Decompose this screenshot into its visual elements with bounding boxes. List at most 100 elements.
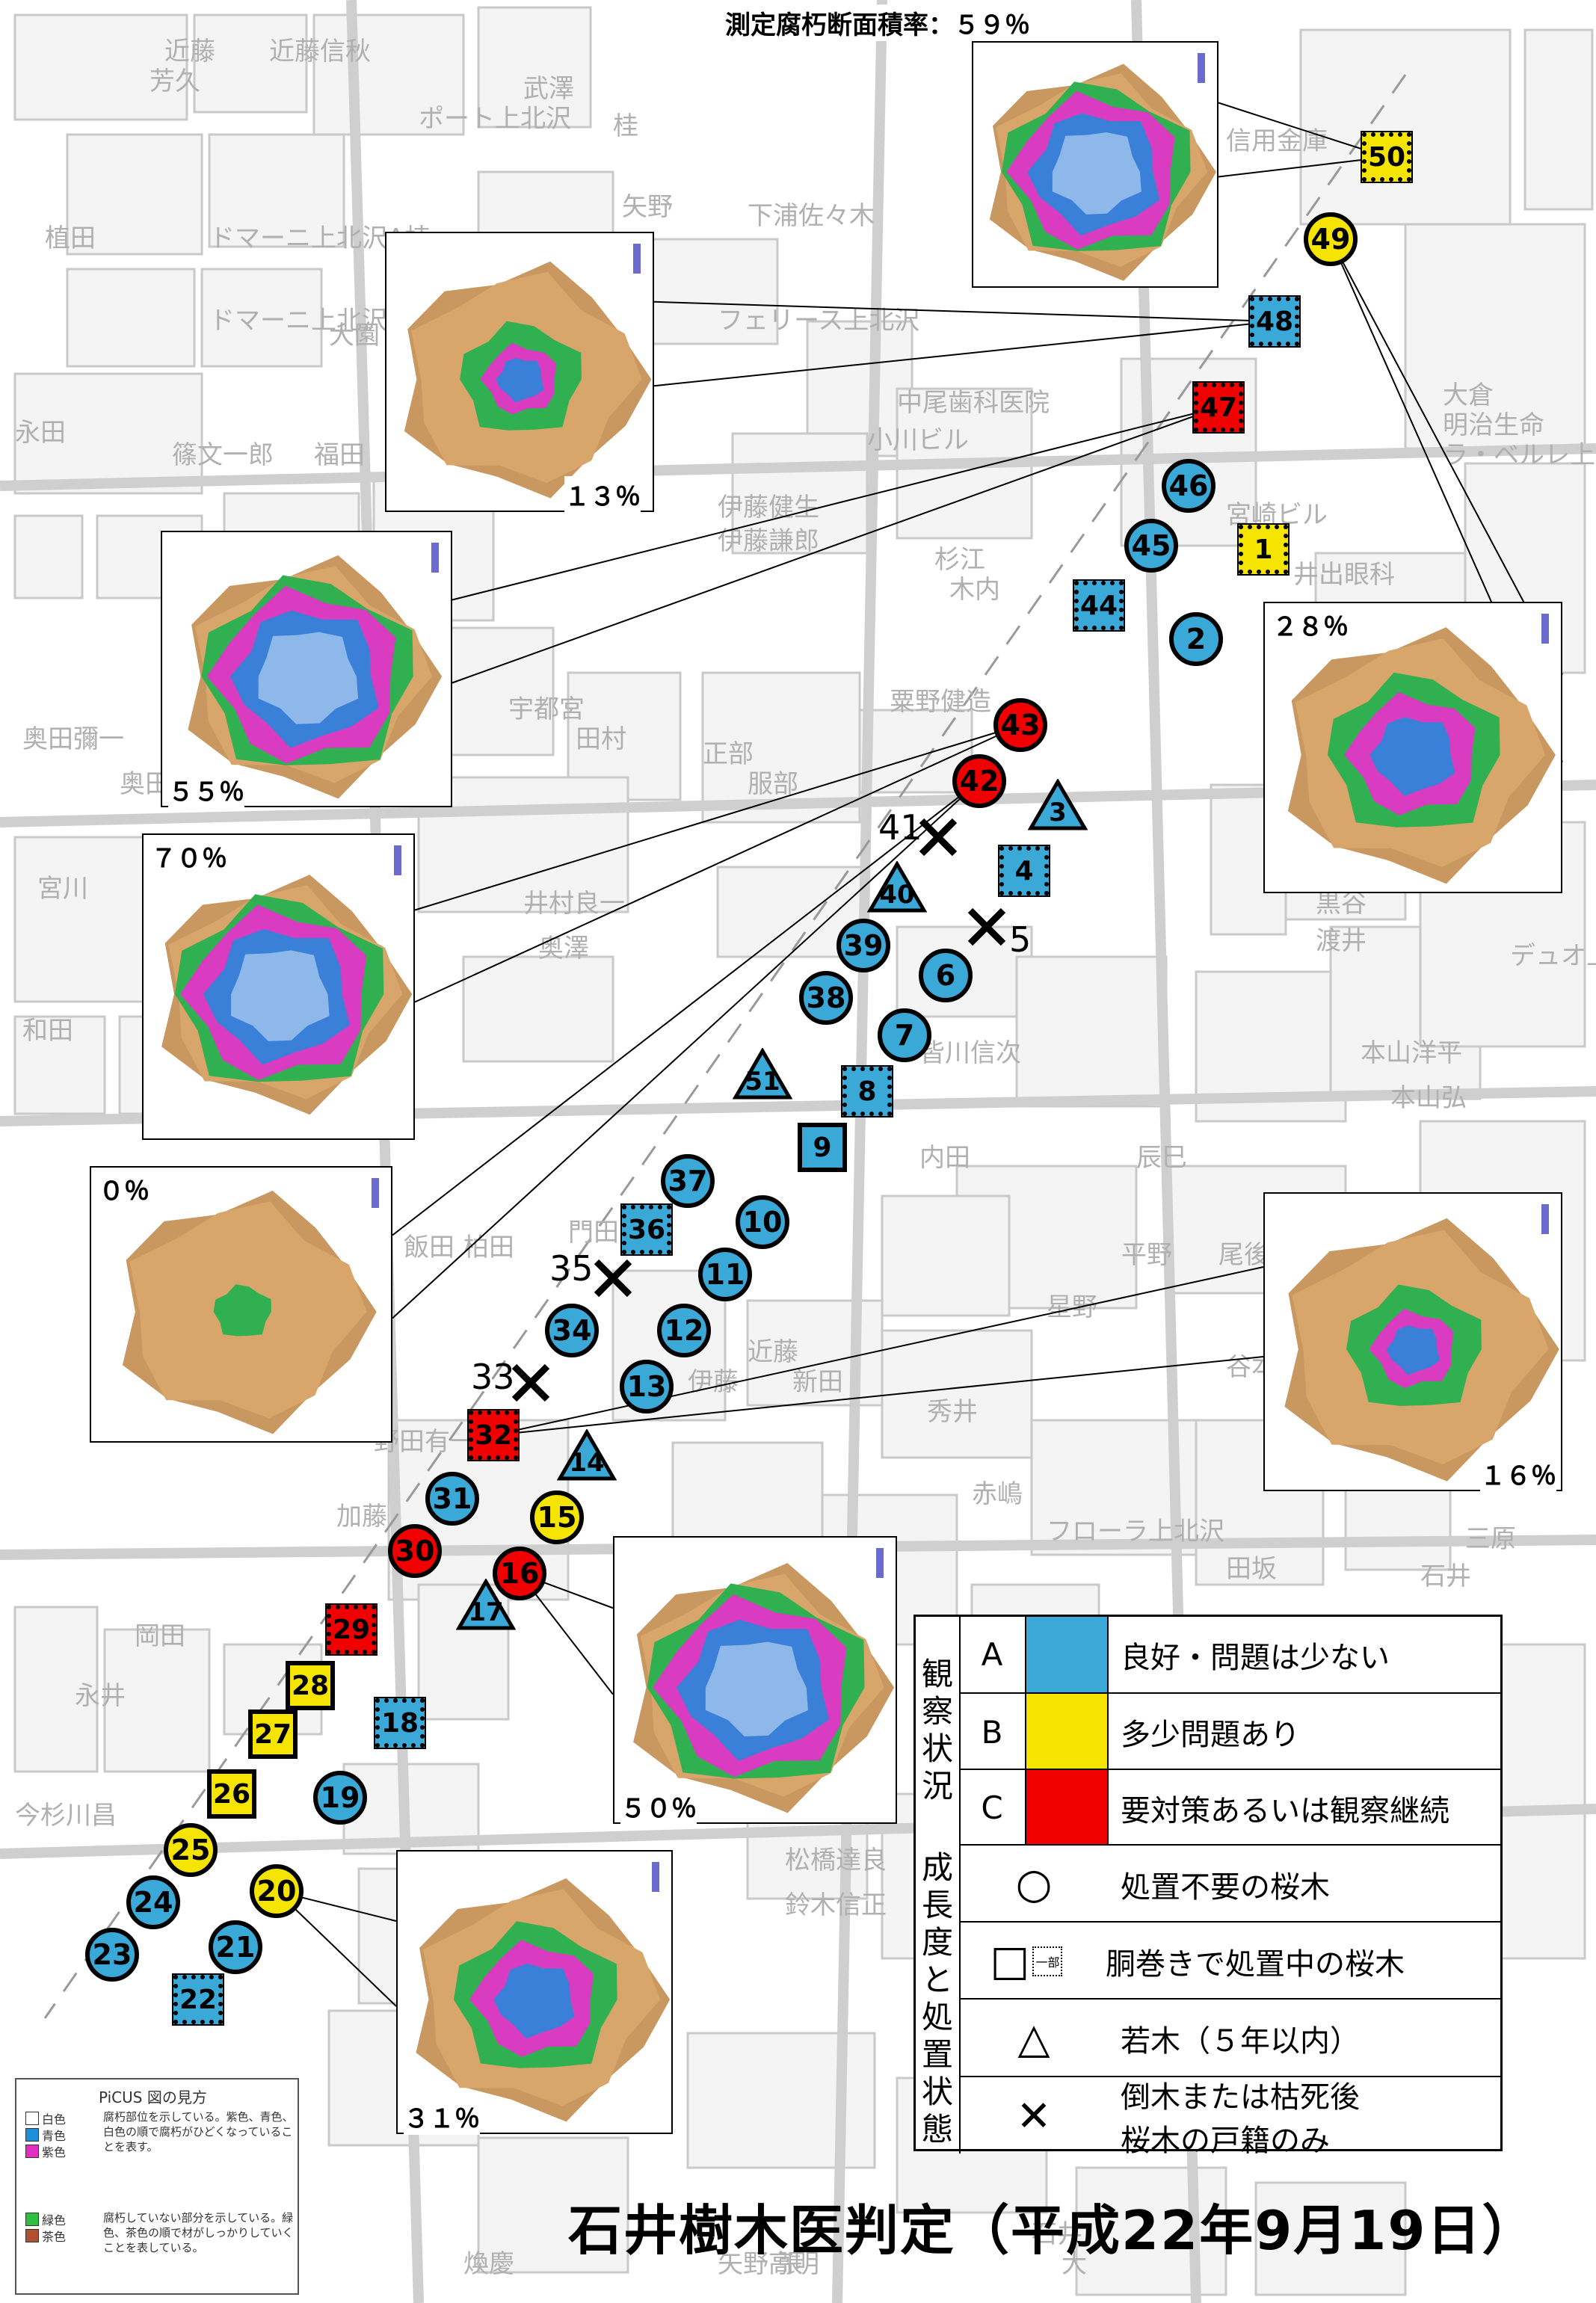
map-block bbox=[13, 13, 188, 121]
tree-number: 29 bbox=[332, 1614, 371, 1645]
map-block bbox=[701, 671, 861, 824]
map-block bbox=[13, 1606, 99, 1773]
color-scale bbox=[633, 244, 641, 274]
tree-number: 39 bbox=[843, 929, 884, 962]
picus-inset-tree-32 bbox=[1263, 1192, 1562, 1491]
map-label: 新田 bbox=[792, 1367, 843, 1397]
map-label: 伊藤謙郎 bbox=[718, 526, 819, 556]
tree-number: 35 bbox=[549, 1248, 594, 1289]
tree-number: 8 bbox=[857, 1076, 877, 1107]
map-label: 武澤 bbox=[523, 74, 574, 104]
tree-number: 33 bbox=[471, 1357, 515, 1397]
tree-number: 37 bbox=[668, 1165, 708, 1197]
tree-marker-22: 22 bbox=[172, 1973, 224, 2026]
legend-text: 多少問題あり bbox=[1121, 1718, 1300, 1752]
tree-marker-37: 37 bbox=[661, 1154, 715, 1208]
tomogram-graphic bbox=[989, 53, 1216, 281]
legend-symbol: △ bbox=[1017, 2014, 1050, 2063]
legend-symbol: ○ bbox=[1015, 1860, 1053, 1908]
tree-marker-38: 38 bbox=[799, 971, 853, 1025]
tomogram-graphic bbox=[1287, 614, 1556, 884]
map-label: 辰巳 bbox=[1136, 1143, 1187, 1173]
tomogram-graphic bbox=[161, 845, 413, 1115]
map-label: 近藤 bbox=[748, 1337, 798, 1367]
leader-line bbox=[1218, 156, 1387, 178]
tree-marker-14: 14 bbox=[557, 1429, 617, 1482]
tree-number: 17 bbox=[468, 1597, 504, 1627]
tree-number: 21 bbox=[215, 1931, 256, 1964]
legend-symbol: C bbox=[981, 1789, 1003, 1826]
tree-number: 18 bbox=[380, 1707, 419, 1739]
tomogram-graphic bbox=[633, 1548, 895, 1813]
leader-line bbox=[392, 780, 980, 1319]
tree-marker-11: 11 bbox=[698, 1248, 752, 1301]
map-label: 本山弘 bbox=[1390, 1083, 1467, 1113]
map-label: 中尾歯科医院 bbox=[897, 388, 1050, 418]
tree-marker-18: 18 bbox=[374, 1697, 426, 1749]
tree-marker-42: 42 bbox=[952, 754, 1006, 808]
tomogram-layer bbox=[493, 1963, 575, 2039]
tree-number: 24 bbox=[133, 1886, 173, 1919]
leader-line bbox=[493, 1266, 1264, 1436]
picus-item-blue: 青色 bbox=[25, 2126, 66, 2144]
map-label: 大倉 bbox=[1443, 380, 1494, 410]
tree-marker-36: 36 bbox=[620, 1203, 673, 1256]
map-label: 飯田 bbox=[404, 1233, 455, 1263]
tree-marker-47: 47 bbox=[1192, 381, 1245, 434]
map-label: 植田 bbox=[45, 223, 96, 253]
tomogram-layer bbox=[496, 357, 544, 403]
map-label: 小川ビル bbox=[867, 425, 969, 455]
triangle-shape bbox=[867, 861, 927, 913]
map-block bbox=[641, 238, 779, 345]
tree-marker-27: 27 bbox=[248, 1709, 298, 1759]
map-block bbox=[1015, 955, 1168, 1108]
tree-marker-4: 4 bbox=[998, 845, 1050, 897]
legend-symbol: B bbox=[981, 1713, 1003, 1751]
picus-inset-tree-49 bbox=[1263, 602, 1562, 893]
tree-number: 48 bbox=[1255, 306, 1294, 337]
map-label: 木内 bbox=[949, 575, 1000, 605]
map-block bbox=[477, 6, 592, 129]
tree-marker-50: 50 bbox=[1361, 131, 1413, 183]
map-label: 秀井 bbox=[927, 1397, 978, 1427]
tree-number: 1 bbox=[1254, 534, 1273, 565]
legend-swatch bbox=[1025, 1617, 1109, 1692]
map-label: 煥慶 bbox=[463, 2249, 514, 2279]
map-label: 岡田 bbox=[135, 1621, 185, 1651]
leader-line bbox=[653, 321, 1275, 387]
map-label: 矢野高明 bbox=[718, 2249, 819, 2279]
tree-number: 38 bbox=[806, 981, 846, 1014]
color-scale bbox=[431, 543, 439, 573]
triangle-shape bbox=[733, 1048, 792, 1100]
picus-inset-tree-48 bbox=[385, 232, 654, 512]
color-scale bbox=[1541, 614, 1549, 644]
map-label: 石井 bbox=[1032, 2219, 1082, 2249]
tree-number: 36 bbox=[627, 1214, 666, 1245]
tomogram-layer bbox=[258, 632, 359, 724]
tree-number: 11 bbox=[705, 1258, 745, 1291]
decay-percent-label: ２８％ bbox=[1272, 606, 1349, 643]
decay-percent-label: ７０％ bbox=[151, 838, 227, 875]
tree-marker-31: 31 bbox=[425, 1472, 479, 1526]
tree-marker-17: 17 bbox=[456, 1579, 516, 1631]
tree-marker-32: 32 bbox=[467, 1409, 520, 1461]
legend-section-treatment: 成長度と処置状態 bbox=[916, 1844, 961, 2154]
tree-marker-40: 40 bbox=[867, 861, 927, 913]
map-road bbox=[0, 443, 1596, 491]
tomogram-graphic bbox=[1284, 1204, 1559, 1482]
map-label: 本山洋平 bbox=[1361, 1038, 1462, 1068]
legend-row: □ 一部 胴巻きで処置中の桜木 bbox=[959, 1921, 1500, 2000]
tree-marker-46: 46 bbox=[1162, 459, 1216, 513]
map-label: 信用金庫 bbox=[1226, 126, 1328, 156]
tree-number: 3 bbox=[1049, 798, 1067, 827]
map-label: 松橋達良 bbox=[785, 1846, 887, 1875]
map-label: 井村良一 bbox=[523, 889, 625, 919]
tree-number: 34 bbox=[552, 1314, 592, 1347]
map-block bbox=[66, 133, 203, 256]
tree-number: 30 bbox=[395, 1535, 435, 1567]
map-block bbox=[13, 372, 203, 495]
tree-marker-24: 24 bbox=[126, 1875, 180, 1929]
leader-line bbox=[392, 780, 980, 1236]
page-title: 石井樹木医判定（平成22年9月19日） bbox=[568, 2199, 1538, 2262]
tree-marker-23: 23 bbox=[85, 1928, 139, 1982]
